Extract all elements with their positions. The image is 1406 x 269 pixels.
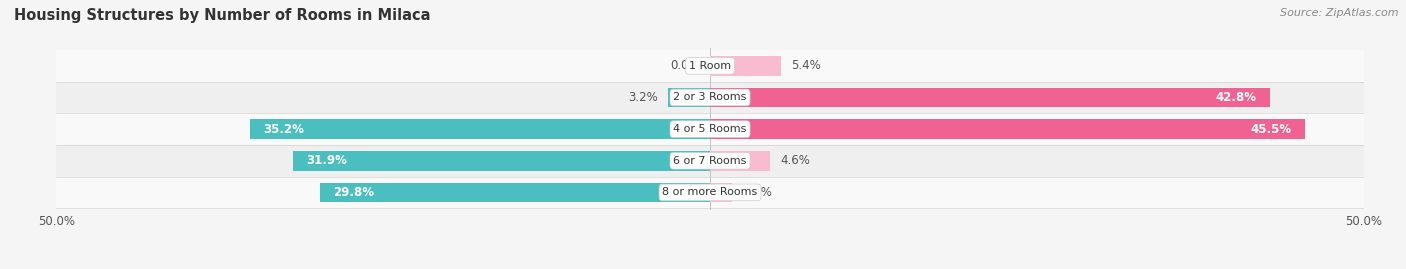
Text: 2 or 3 Rooms: 2 or 3 Rooms (673, 93, 747, 102)
Text: 4 or 5 Rooms: 4 or 5 Rooms (673, 124, 747, 134)
Bar (56, 113, 1364, 145)
Text: 6 or 7 Rooms: 6 or 7 Rooms (673, 156, 747, 166)
Text: 1 Room: 1 Room (689, 61, 731, 71)
Legend: Owner-occupied, Renter-occupied: Owner-occupied, Renter-occupied (579, 264, 841, 269)
Text: 42.8%: 42.8% (1216, 91, 1257, 104)
Bar (56, 82, 1364, 113)
Bar (710, 151, 770, 171)
Bar (710, 183, 733, 202)
Text: 45.5%: 45.5% (1251, 123, 1292, 136)
Text: 3.2%: 3.2% (628, 91, 658, 104)
Bar (321, 183, 710, 202)
Text: 35.2%: 35.2% (263, 123, 304, 136)
Bar (56, 145, 1364, 176)
Text: 31.9%: 31.9% (307, 154, 347, 167)
Text: 0.0%: 0.0% (669, 59, 700, 72)
Bar (292, 151, 710, 171)
Text: 1.7%: 1.7% (742, 186, 772, 199)
Bar (56, 176, 1364, 208)
Bar (250, 119, 710, 139)
Text: 4.6%: 4.6% (780, 154, 810, 167)
Bar (710, 88, 1270, 107)
Bar (710, 119, 1305, 139)
Text: 29.8%: 29.8% (333, 186, 374, 199)
Text: 5.4%: 5.4% (792, 59, 821, 72)
Bar (710, 56, 780, 76)
Text: Housing Structures by Number of Rooms in Milaca: Housing Structures by Number of Rooms in… (14, 8, 430, 23)
Text: Source: ZipAtlas.com: Source: ZipAtlas.com (1281, 8, 1399, 18)
Text: 8 or more Rooms: 8 or more Rooms (662, 187, 758, 197)
Bar (668, 88, 710, 107)
Bar (56, 50, 1364, 82)
